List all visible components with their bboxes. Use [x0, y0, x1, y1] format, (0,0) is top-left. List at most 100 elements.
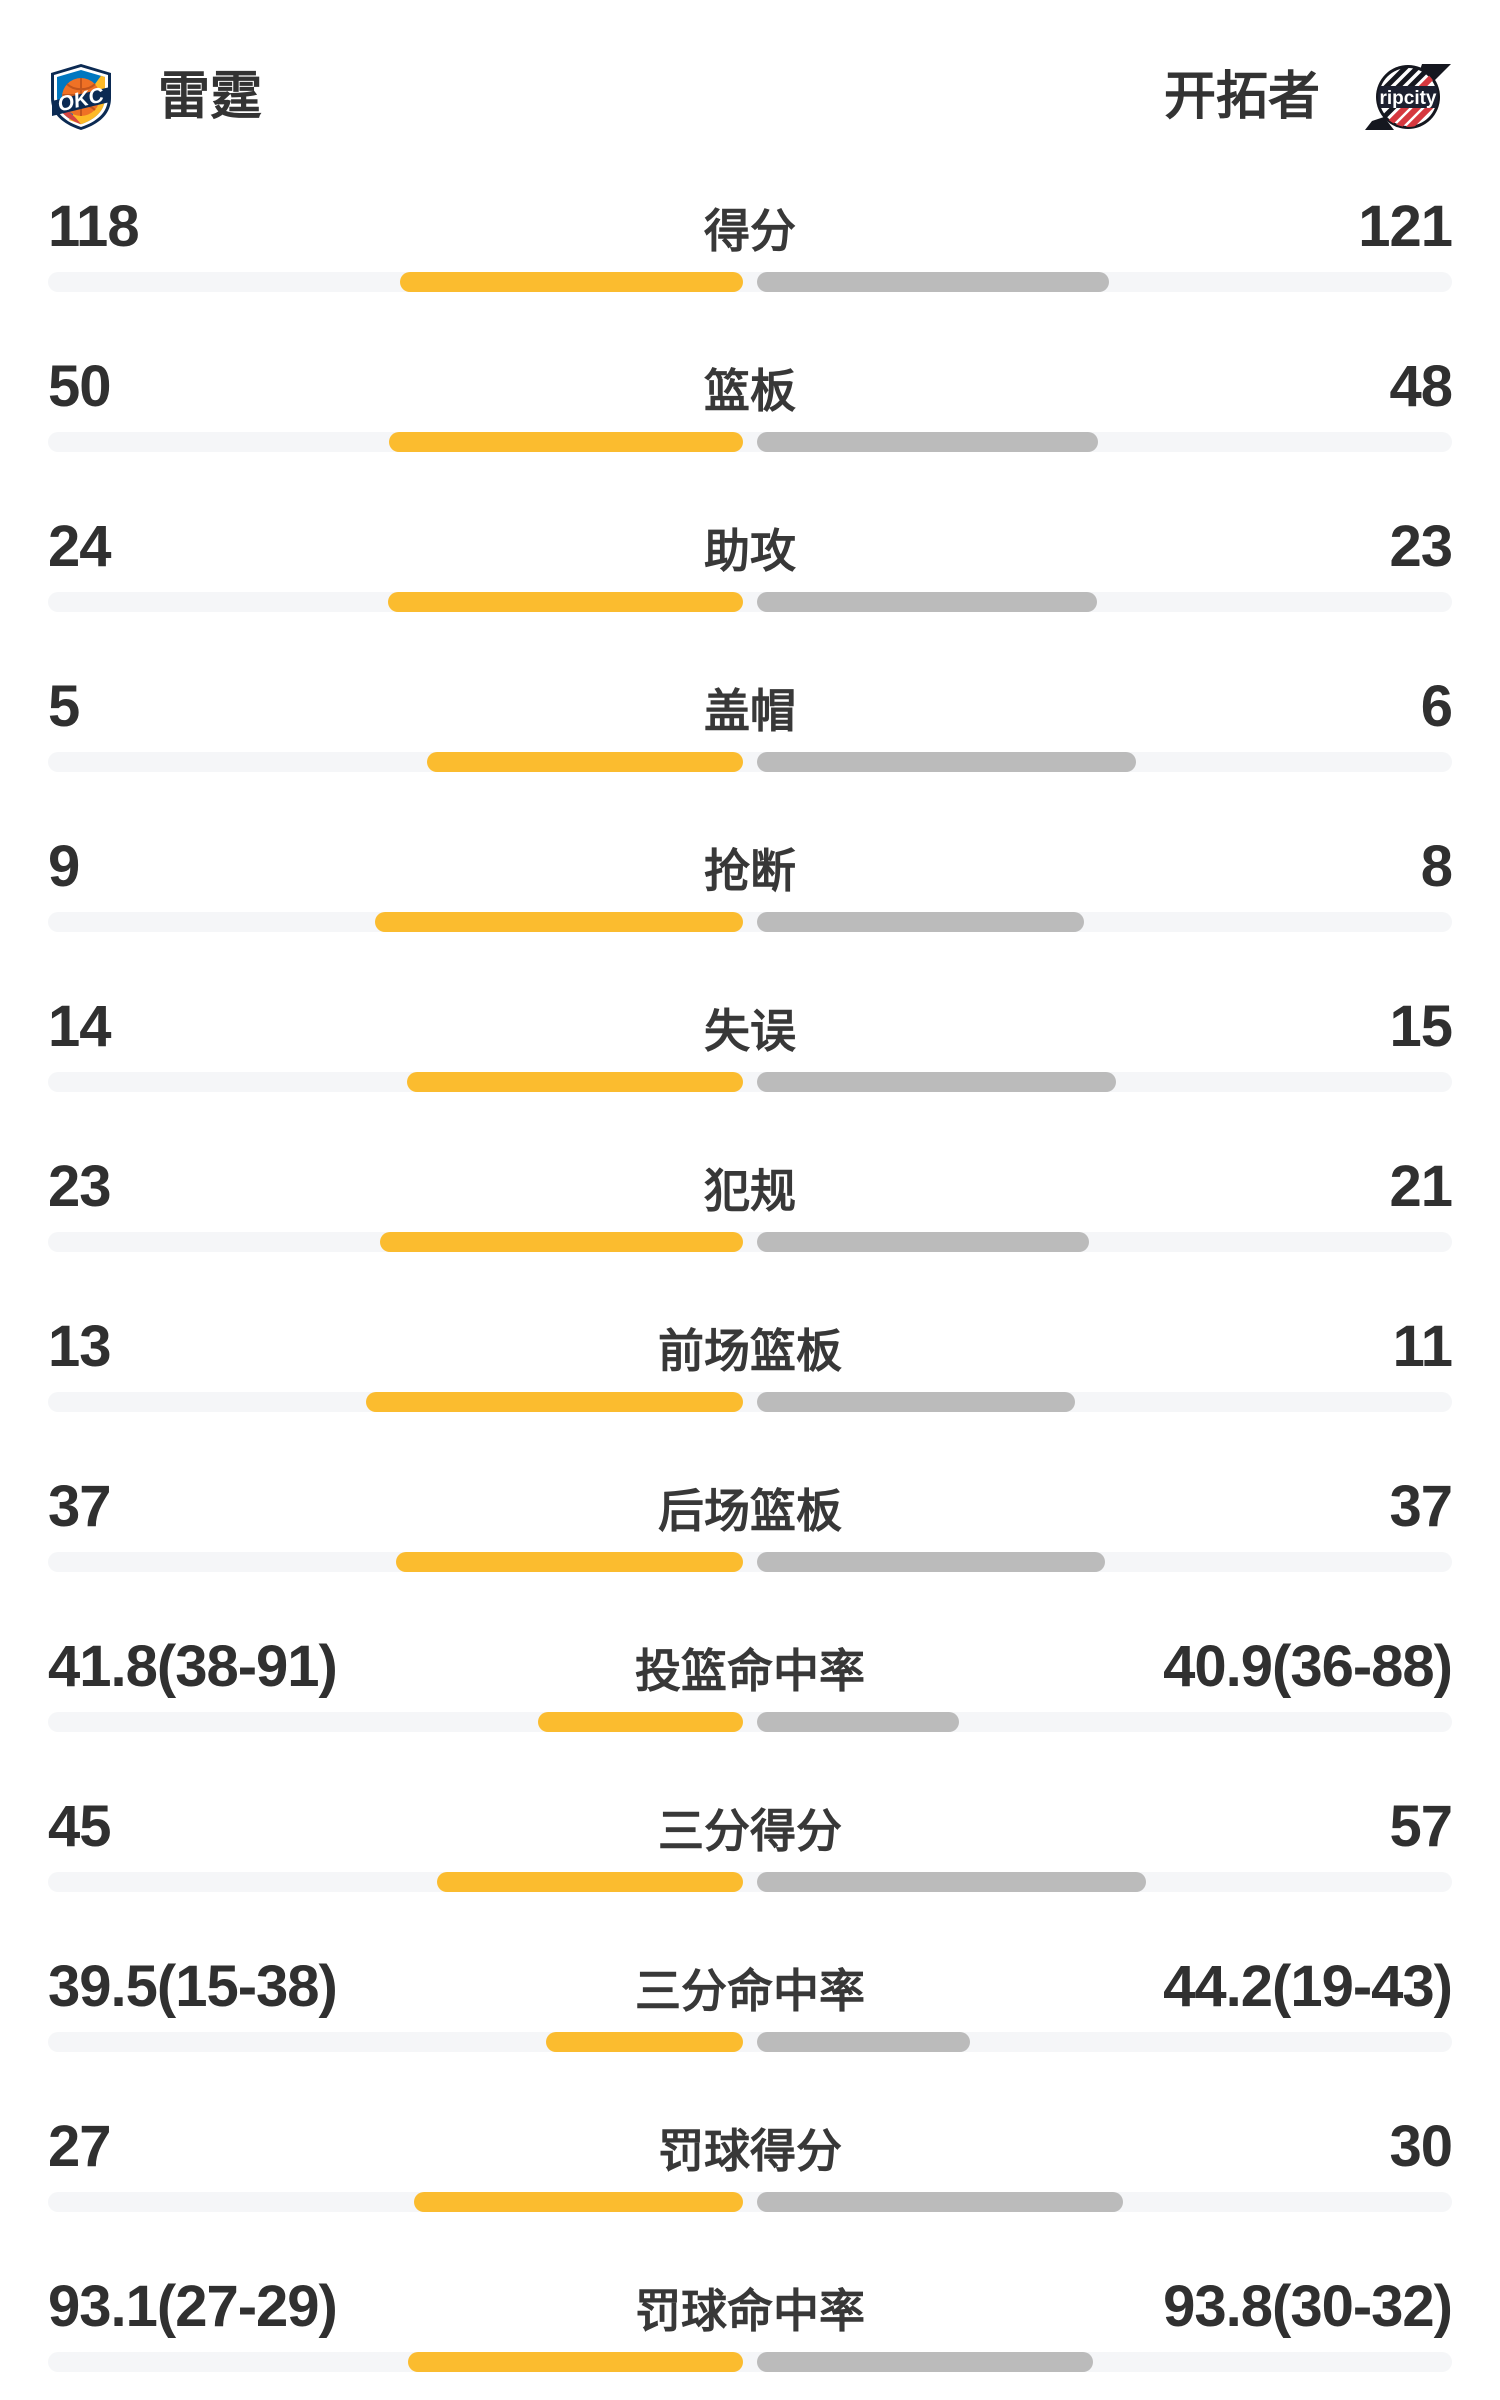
away-stat-value: 37 — [1389, 1474, 1453, 1539]
stat-bar-track — [48, 2032, 1452, 2052]
away-stat-value: 8 — [1420, 834, 1453, 899]
home-bar-area — [48, 1232, 743, 1252]
away-stat-bar — [757, 1712, 959, 1732]
blazers-ripcity-logo-icon: ripcity — [1365, 64, 1451, 130]
stat-row: 13 前场篮板 11 — [48, 1272, 1453, 1432]
stat-row-values: 118 得分 121 — [48, 152, 1453, 272]
away-bar-area — [757, 1392, 1452, 1412]
stat-row: 24 助攻 23 — [48, 472, 1453, 632]
stat-bar-track — [48, 1072, 1452, 1092]
away-stat-bar — [757, 2192, 1123, 2212]
home-stat-value: 23 — [48, 1154, 112, 1219]
home-stat-bar — [395, 1552, 743, 1572]
home-bar-area — [48, 432, 743, 452]
stat-bar-track — [48, 1712, 1452, 1732]
home-stat-bar — [388, 432, 743, 452]
stat-row-values: 37 后场篮板 37 — [48, 1432, 1453, 1552]
home-bar-area — [48, 2352, 743, 2372]
stat-row-values: 27 罚球得分 30 — [48, 2072, 1453, 2192]
away-stat-bar — [757, 2352, 1094, 2372]
away-bar-area — [757, 2352, 1452, 2372]
home-stat-bar — [408, 2352, 743, 2372]
match-header: OKC 雷霆 开拓者 — [0, 0, 1500, 152]
away-stat-bar — [757, 912, 1085, 932]
home-stat-bar — [387, 592, 743, 612]
stat-row-values: 13 前场篮板 11 — [48, 1272, 1453, 1392]
away-stat-value: 15 — [1389, 994, 1453, 1059]
home-stat-bar — [399, 272, 743, 292]
stat-bar-track — [48, 432, 1452, 452]
away-stat-value: 57 — [1389, 1794, 1453, 1859]
away-stat-bar — [757, 752, 1136, 772]
stat-row: 37 后场篮板 37 — [48, 1432, 1453, 1592]
stat-label: 罚球得分 — [658, 2125, 842, 2177]
home-stat-bar — [366, 1392, 743, 1412]
stat-row-values: 5 盖帽 6 — [48, 632, 1453, 752]
away-stat-bar — [757, 432, 1098, 452]
stat-bar-track — [48, 272, 1452, 292]
stat-label: 助攻 — [704, 525, 796, 577]
stat-row: 14 失误 15 — [48, 952, 1453, 1112]
away-bar-area — [757, 752, 1452, 772]
away-stat-value: 6 — [1420, 674, 1453, 739]
stat-row: 27 罚球得分 30 — [48, 2072, 1453, 2232]
stat-label: 犯规 — [704, 1165, 796, 1217]
away-stat-value: 30 — [1389, 2114, 1453, 2179]
home-bar-area — [48, 1072, 743, 1092]
stat-row-values: 39.5(15-38) 三分命中率 44.2(19-43) — [48, 1912, 1453, 2032]
stat-row-values: 93.1(27-29) 罚球命中率 93.8(30-32) — [48, 2232, 1453, 2352]
home-bar-area — [48, 1712, 743, 1732]
home-bar-area — [48, 752, 743, 772]
away-bar-area — [757, 272, 1452, 292]
away-stat-value: 23 — [1389, 514, 1453, 579]
home-stat-bar — [379, 1232, 743, 1252]
home-team-name: 雷霆 — [158, 68, 263, 126]
away-stat-bar — [757, 1072, 1117, 1092]
home-bar-area — [48, 1392, 743, 1412]
stat-label: 篮板 — [704, 365, 796, 417]
home-stat-bar — [407, 1072, 743, 1092]
home-bar-area — [48, 1552, 743, 1572]
stat-bar-track — [48, 2352, 1452, 2372]
home-stat-bar — [436, 1872, 743, 1892]
home-stat-value: 45 — [48, 1794, 112, 1859]
home-stat-bar — [375, 912, 743, 932]
stat-row-values: 45 三分得分 57 — [48, 1752, 1453, 1872]
away-bar-area — [757, 1232, 1452, 1252]
stat-row-values: 50 篮板 48 — [48, 312, 1453, 432]
home-stat-value: 5 — [48, 674, 80, 739]
away-bar-area — [757, 2192, 1452, 2212]
home-bar-area — [48, 1872, 743, 1892]
away-stat-bar — [757, 1392, 1076, 1412]
away-stat-bar — [757, 2032, 971, 2052]
home-stat-value: 118 — [48, 194, 140, 259]
away-stat-value: 44.2(19-43) — [1163, 1954, 1453, 2019]
stat-bar-track — [48, 1552, 1452, 1572]
stat-label: 三分命中率 — [635, 1965, 865, 2017]
stat-row: 5 盖帽 6 — [48, 632, 1453, 792]
stat-row-values: 14 失误 15 — [48, 952, 1453, 1072]
home-stat-bar — [426, 752, 743, 772]
away-stat-bar — [757, 592, 1097, 612]
away-bar-area — [757, 2032, 1452, 2052]
home-stat-value: 9 — [48, 834, 80, 899]
stat-bar-track — [48, 1872, 1452, 1892]
stat-label: 抢断 — [704, 845, 796, 897]
stat-label: 投篮命中率 — [635, 1645, 865, 1697]
stat-bar-track — [48, 592, 1452, 612]
away-stat-value: 93.8(30-32) — [1163, 2274, 1453, 2339]
stat-row-values: 24 助攻 23 — [48, 472, 1453, 592]
stat-row: 45 三分得分 57 — [48, 1752, 1453, 1912]
stat-label: 后场篮板 — [658, 1485, 842, 1537]
stat-bar-track — [48, 2192, 1452, 2212]
stat-row-values: 41.8(38-91) 投篮命中率 40.9(36-88) — [48, 1592, 1453, 1712]
away-stat-bar — [757, 1872, 1146, 1892]
okc-thunder-logo-icon: OKC — [51, 64, 111, 130]
stat-row-values: 9 抢断 8 — [48, 792, 1453, 912]
home-stat-value: 14 — [48, 994, 112, 1059]
home-stat-bar — [537, 1712, 743, 1732]
away-team-name: 开拓者 — [1163, 68, 1320, 126]
away-bar-area — [757, 432, 1452, 452]
stat-label: 三分得分 — [658, 1805, 842, 1857]
stat-bar-track — [48, 1232, 1452, 1252]
